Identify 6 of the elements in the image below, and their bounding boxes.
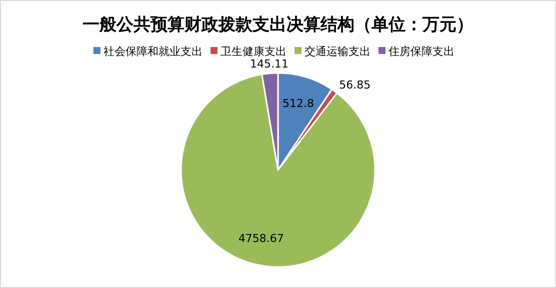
data-label: 56.85 [339, 78, 371, 92]
data-label: 4758.67 [238, 232, 284, 245]
data-label: 145.11 [250, 57, 289, 70]
data-label: 512.8 [282, 97, 314, 110]
pie-slice [180, 74, 376, 268]
chart-title: 一般公共预算财政拨款支出决算结构（单位：万元） [82, 15, 474, 35]
